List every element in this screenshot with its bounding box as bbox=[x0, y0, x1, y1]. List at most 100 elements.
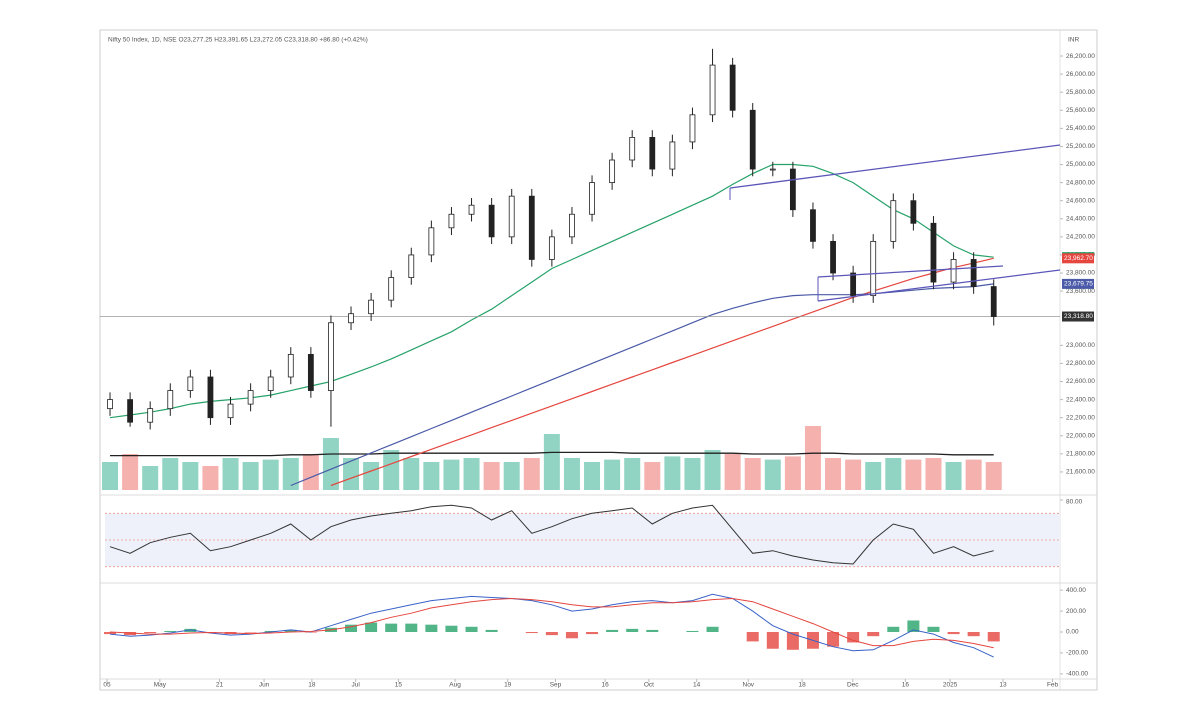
candle-body bbox=[388, 277, 395, 301]
volume-bar bbox=[142, 466, 159, 490]
volume-bar bbox=[845, 459, 862, 490]
volume-ma-line bbox=[110, 451, 994, 457]
y-tick-label: 24,200.00 bbox=[1066, 234, 1095, 241]
y-tick-label: 21,600.00 bbox=[1066, 469, 1095, 476]
volume-bar bbox=[985, 462, 1002, 490]
volume-bar bbox=[684, 458, 701, 490]
macd-histogram-bar bbox=[626, 628, 639, 632]
candle-body bbox=[488, 204, 495, 238]
macd-histogram-bar bbox=[907, 620, 920, 632]
macd-histogram-bar bbox=[465, 626, 478, 632]
moving-average-line bbox=[109, 163, 994, 419]
macd-histogram-bar bbox=[345, 624, 358, 632]
macd-histogram-bar bbox=[586, 632, 599, 635]
x-tick-label: 16 bbox=[902, 682, 910, 689]
x-tick-label: Oct bbox=[644, 682, 654, 689]
volume-bar bbox=[122, 454, 139, 490]
macd-histogram-bar bbox=[867, 632, 880, 637]
macd-histogram-bar bbox=[887, 626, 900, 632]
macd-histogram-bar bbox=[706, 626, 719, 632]
volume-bar bbox=[885, 458, 902, 490]
candle-body bbox=[147, 408, 154, 423]
candle-body bbox=[287, 353, 294, 378]
candle-body bbox=[769, 168, 776, 171]
price-label-box bbox=[1062, 311, 1094, 322]
volume-bar bbox=[383, 450, 400, 490]
y-tick-label: 23,000.00 bbox=[1066, 342, 1095, 349]
candle-body bbox=[508, 195, 515, 238]
y-tick-label: 22,600.00 bbox=[1066, 378, 1095, 385]
macd-histogram-bar bbox=[545, 632, 558, 636]
macd-histogram-bar bbox=[987, 632, 1000, 642]
candle-body bbox=[187, 376, 194, 391]
y-tick-label: 21,800.00 bbox=[1066, 451, 1095, 458]
y-tick-label: 23,800.00 bbox=[1066, 270, 1095, 277]
volume-bar bbox=[483, 462, 500, 490]
y-tick-label: 24,800.00 bbox=[1066, 179, 1095, 186]
y-tick-label: 25,800.00 bbox=[1066, 89, 1095, 96]
macd-histogram-bar bbox=[144, 632, 157, 634]
y-tick-label: 22,000.00 bbox=[1066, 432, 1095, 439]
volume-bar bbox=[724, 454, 741, 490]
macd-histogram-bar bbox=[646, 629, 659, 632]
x-tick-label: Sep bbox=[550, 682, 562, 689]
y-tick-label: 26,000.00 bbox=[1066, 71, 1095, 78]
y-tick-label: 23,600.00 bbox=[1066, 288, 1095, 295]
candle-body bbox=[267, 376, 274, 391]
volume-bar bbox=[644, 462, 661, 490]
volume-bar bbox=[704, 450, 721, 490]
trend-line bbox=[817, 269, 1061, 302]
volume-bar bbox=[242, 462, 259, 490]
candle-body bbox=[870, 240, 877, 297]
rsi-tick-label: 80.00 bbox=[1066, 499, 1083, 506]
volume-bar bbox=[463, 458, 480, 490]
macd-histogram-bar bbox=[264, 630, 277, 632]
volume-bar bbox=[764, 459, 781, 490]
chart-frame bbox=[99, 29, 1098, 691]
macd-histogram-bar bbox=[365, 622, 378, 632]
candle-body bbox=[609, 159, 616, 184]
volume-bar bbox=[322, 438, 339, 490]
macd-tick-label: -400.00 bbox=[1066, 671, 1088, 678]
trend-line bbox=[729, 144, 1061, 189]
candle-body bbox=[569, 213, 575, 238]
plot bbox=[729, 144, 1061, 302]
candle-body bbox=[307, 353, 314, 391]
volume-bar bbox=[102, 462, 119, 490]
price-label-box bbox=[1062, 278, 1094, 289]
candle-body bbox=[930, 222, 937, 283]
volume-bar bbox=[664, 456, 681, 490]
macd-tick-label: 200.00 bbox=[1066, 608, 1086, 615]
candle-body bbox=[669, 141, 676, 170]
volume-bar bbox=[825, 458, 842, 490]
volume-bar bbox=[443, 459, 460, 490]
macd-tick-label: 0.00 bbox=[1066, 629, 1079, 636]
candle-body bbox=[127, 399, 134, 423]
y-tick-label: 25,200.00 bbox=[1066, 143, 1095, 150]
macd-histogram-bar bbox=[565, 632, 578, 639]
candle-body bbox=[910, 200, 917, 224]
candle-body bbox=[107, 399, 113, 410]
candle-body bbox=[990, 286, 997, 317]
x-tick-label: 18 bbox=[308, 682, 316, 689]
volume-bar bbox=[403, 458, 420, 490]
candle-body bbox=[810, 209, 816, 242]
candle-body bbox=[629, 137, 636, 161]
currency-label: INR bbox=[1068, 37, 1080, 44]
macd-histogram-bar bbox=[485, 629, 498, 632]
macd-tick-label: 400.00 bbox=[1066, 587, 1086, 594]
macd-histogram-bar bbox=[746, 632, 759, 642]
price-label: 23,962.70 bbox=[1064, 255, 1093, 262]
volume-bar bbox=[423, 462, 440, 490]
macd-histogram-bar bbox=[927, 626, 940, 632]
candle-body bbox=[709, 64, 716, 116]
macd-histogram-bar bbox=[405, 623, 418, 632]
candle-body bbox=[729, 64, 736, 111]
volume-bar bbox=[343, 458, 360, 490]
signal-line bbox=[109, 597, 994, 649]
x-tick-label: Feb bbox=[1047, 682, 1059, 689]
volume-bar bbox=[262, 459, 279, 490]
candle-body bbox=[830, 240, 836, 274]
macd-histogram-bar bbox=[686, 630, 699, 632]
x-tick-label: 2025 bbox=[943, 682, 958, 689]
